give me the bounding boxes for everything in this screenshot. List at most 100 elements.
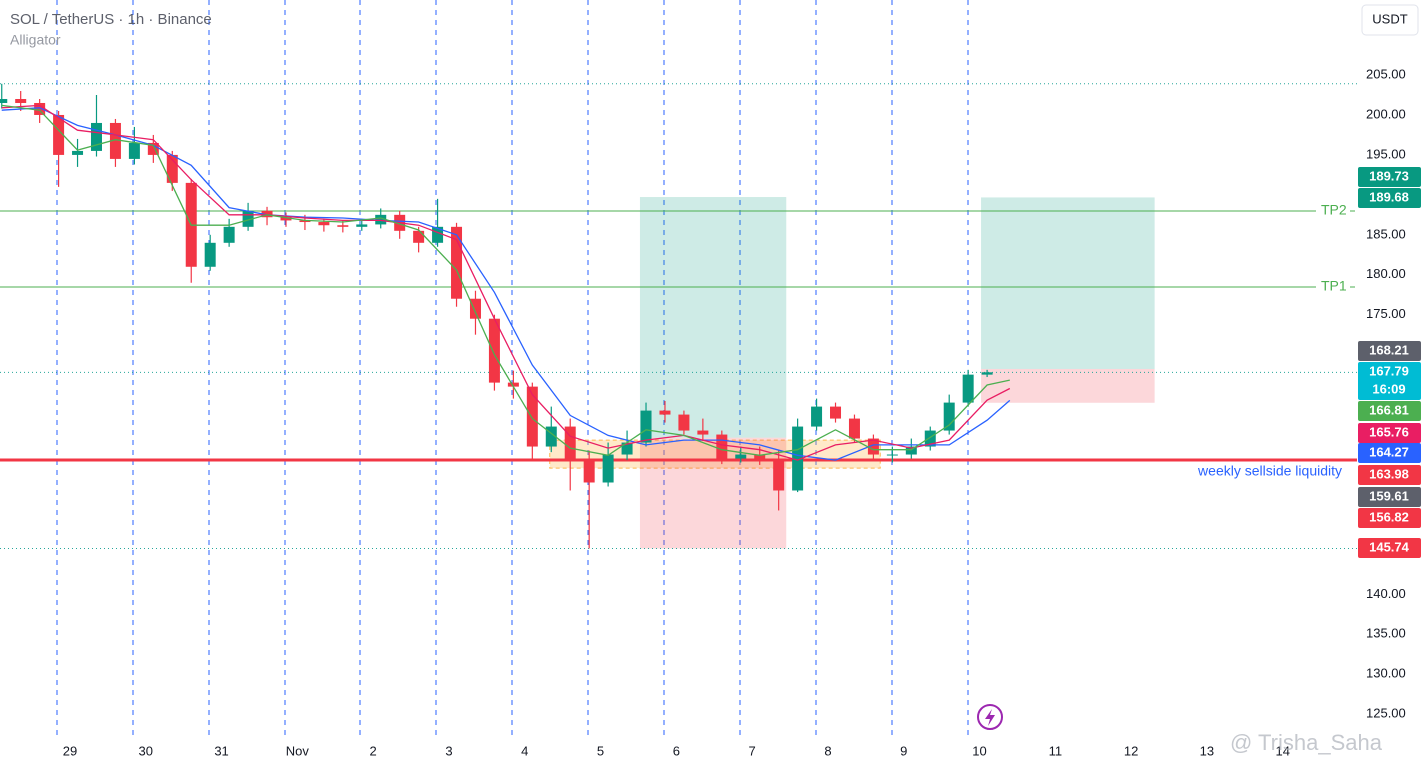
candle-body — [773, 458, 785, 491]
candle-body — [413, 230, 425, 243]
line-label: TP2 — [1321, 202, 1347, 218]
y-tick-label: 130.00 — [1366, 666, 1406, 681]
price-badge — [1358, 401, 1421, 421]
candle-body — [261, 210, 273, 218]
line-label: TP1 — [1321, 278, 1347, 294]
price-badge-label: 189.73 — [1369, 168, 1409, 183]
price-badge-label: 159.61 — [1369, 488, 1409, 503]
y-tick-label: 205.00 — [1366, 66, 1406, 81]
x-tick-label: 3 — [445, 743, 452, 758]
candle-body — [299, 220, 311, 223]
candle-body — [90, 122, 102, 151]
y-tick-label: 180.00 — [1366, 266, 1406, 281]
x-tick-label: 8 — [824, 743, 831, 758]
candle-body — [792, 426, 804, 491]
price-badge — [1358, 423, 1421, 443]
x-tick-label: 11 — [1049, 743, 1063, 758]
candle-body — [0, 98, 8, 103]
price-badge-label: 163.98 — [1369, 466, 1409, 481]
x-tick-label: 2 — [370, 743, 377, 758]
candle-body — [166, 154, 178, 183]
candle-body — [867, 438, 879, 455]
price-badge — [1358, 341, 1421, 361]
x-tick-label: 6 — [673, 743, 680, 758]
plot: TP2 TP1 weekly sellside liquidity 205.00 200… — [0, 40, 1423, 769]
y-tick-label: 195.00 — [1366, 146, 1406, 161]
x-tick-label: Nov — [286, 743, 310, 758]
candle-body — [981, 372, 993, 375]
candle-body — [451, 226, 463, 299]
candle-body — [545, 426, 557, 447]
candle-body — [34, 102, 46, 115]
candle-body — [564, 426, 576, 459]
price-badge — [1358, 188, 1421, 208]
candle-body — [716, 434, 728, 459]
y-tick-label: 140.00 — [1366, 586, 1406, 601]
candle-body — [735, 454, 747, 459]
candle-body — [488, 318, 500, 383]
price-badge — [1358, 362, 1421, 400]
candle-body — [223, 226, 235, 243]
candle-body — [432, 226, 444, 243]
alligator-line — [1, 104, 1010, 456]
x-tick-label: 29 — [63, 743, 77, 758]
candle-body — [318, 222, 330, 226]
candle-body — [905, 446, 917, 455]
candle-body — [526, 386, 538, 447]
x-tick-label: 14 — [1275, 743, 1289, 758]
candle-body — [72, 150, 84, 155]
x-tick-label: 7 — [749, 743, 756, 758]
target-area — [639, 197, 787, 438]
candle-body — [602, 454, 614, 483]
x-tick-label: 10 — [972, 743, 986, 758]
time-axis — [0, 738, 1423, 769]
candle-body — [811, 406, 823, 427]
y-tick-label: 175.00 — [1366, 306, 1406, 321]
alert-bolt — [985, 709, 995, 726]
candle-body — [640, 410, 652, 443]
y-tick-label: 185.00 — [1366, 226, 1406, 241]
price-badge-label: 189.68 — [1369, 189, 1409, 204]
x-tick-label: 4 — [521, 743, 528, 758]
indicator-name: Alligator — [10, 32, 61, 48]
candle-body — [204, 242, 216, 267]
price-badge — [1358, 167, 1421, 187]
candle-body — [886, 454, 898, 456]
price-badge-label: 145.74 — [1369, 539, 1410, 554]
chart-title: SOL / TetherUS · 1h · Binance — [10, 11, 212, 28]
candle-body — [356, 224, 368, 227]
currency-label[interactable]: USDT — [1372, 11, 1407, 26]
y-tick-label: 125.00 — [1366, 706, 1406, 721]
x-tick-label: 13 — [1200, 743, 1214, 758]
price-badge-label: 156.82 — [1369, 509, 1409, 524]
price-badge-label: 167.79 — [1369, 363, 1409, 378]
y-tick-label: 200.00 — [1366, 106, 1406, 121]
x-tick-label: 9 — [900, 743, 907, 758]
x-tick-label: 30 — [139, 743, 153, 758]
candle-body — [53, 114, 65, 155]
price-badge — [1358, 465, 1421, 485]
countdown: 16:09 — [1372, 381, 1405, 396]
alligator-line — [1, 104, 1011, 461]
watermark: @ Trisha_Saha — [1230, 730, 1383, 755]
candle-body — [280, 217, 292, 221]
y-tick-label: 135.00 — [1366, 626, 1406, 641]
currency-button[interactable] — [1361, 4, 1419, 36]
alligator-line — [1, 107, 1011, 461]
candle-body — [659, 410, 671, 415]
candle-body — [830, 406, 842, 419]
x-tick-label: 12 — [1124, 743, 1138, 758]
target-area — [981, 197, 1155, 369]
price-badge — [1358, 538, 1421, 558]
price-badge-label: 168.21 — [1369, 342, 1409, 357]
candle-body — [337, 225, 349, 227]
price-badge-label: 165.76 — [1369, 424, 1409, 439]
line-label: weekly sellside liquidity — [1197, 463, 1342, 479]
candle-body — [583, 458, 595, 483]
candle-body — [697, 430, 709, 435]
price-badge — [1358, 487, 1421, 507]
candle-body — [621, 442, 633, 455]
